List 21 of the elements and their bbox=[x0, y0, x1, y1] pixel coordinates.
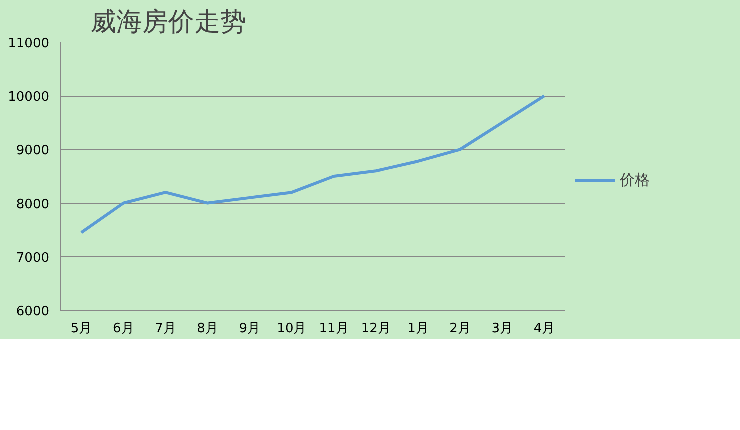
x-tick-label: 4月 bbox=[534, 322, 556, 336]
y-tick-label: 11000 bbox=[8, 36, 50, 52]
y-tick-label: 8000 bbox=[16, 197, 50, 212]
x-tick-label: 8月 bbox=[197, 322, 218, 336]
x-tick-label: 3月 bbox=[492, 322, 514, 336]
x-tick-label: 11月 bbox=[319, 322, 349, 336]
y-tick-label: 10000 bbox=[8, 90, 50, 106]
y-tick-label: 6000 bbox=[16, 304, 50, 320]
legend-label: 价格 bbox=[620, 170, 650, 190]
chart-title: 威海房价走势 bbox=[90, 8, 246, 38]
line-series bbox=[80, 94, 546, 234]
x-tick-label: 6月 bbox=[112, 322, 134, 336]
y-tick-label: 7000 bbox=[16, 250, 50, 266]
x-tick-label: 10月 bbox=[277, 322, 307, 336]
x-tick-label: 7月 bbox=[155, 322, 176, 336]
y-tick-label: 9000 bbox=[16, 144, 50, 159]
x-tick-label: 5月 bbox=[70, 322, 92, 336]
x-tick-label: 9月 bbox=[239, 322, 261, 336]
x-tick-label: 2月 bbox=[450, 322, 471, 336]
x-tick-label: 1月 bbox=[408, 322, 429, 336]
x-tick-label: 12月 bbox=[361, 322, 391, 336]
